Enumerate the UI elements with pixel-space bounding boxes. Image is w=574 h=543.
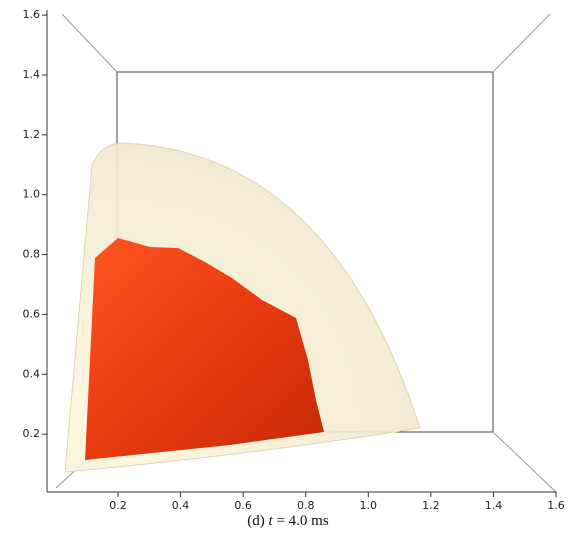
- x-tick-label: 1.4: [485, 499, 503, 512]
- x-tick-label: 1.2: [422, 499, 440, 512]
- caption-equation: = 4.0 ms: [276, 513, 328, 529]
- caption-variable: t: [269, 513, 274, 529]
- y-tick-label: 1.2: [23, 128, 41, 141]
- y-tick-label: 1.4: [23, 68, 41, 81]
- y-tick-label: 0.2: [23, 427, 41, 440]
- inner-region: [85, 238, 324, 460]
- y-tick-label: 0.6: [23, 307, 41, 320]
- y-tick-label: 0.4: [23, 367, 41, 380]
- y-tick-label: 1.0: [23, 188, 41, 201]
- x-tick-label: 0.2: [109, 499, 127, 512]
- x-tick-label: 1.6: [547, 499, 565, 512]
- x-tick-label: 0.8: [297, 499, 315, 512]
- caption-label: (d): [247, 513, 265, 529]
- y-tick-label: 1.6: [23, 8, 41, 21]
- caption: (d) t = 4.0 ms: [247, 513, 329, 529]
- x-tick-label: 0.6: [234, 499, 252, 512]
- x-tick-label: 1.0: [360, 499, 378, 512]
- y-tick-label: 0.8: [23, 248, 41, 261]
- x-tick-label: 0.4: [172, 499, 190, 512]
